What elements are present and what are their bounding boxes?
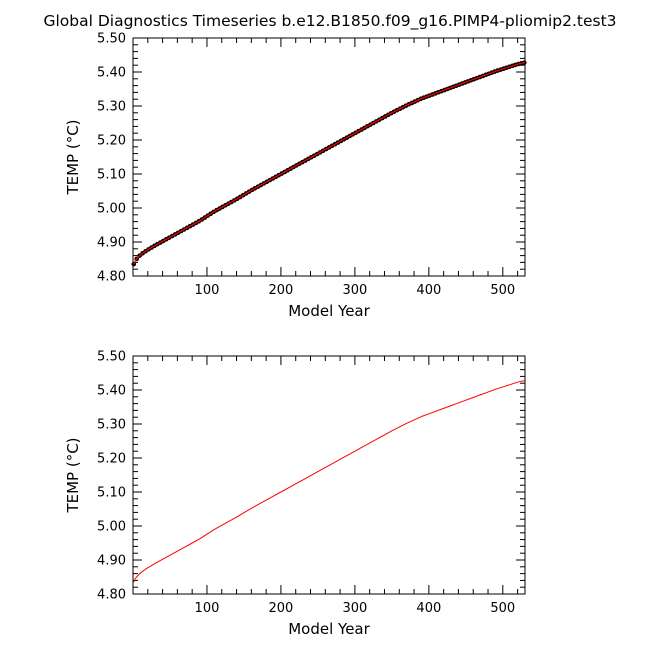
data-point-marker (131, 261, 137, 267)
x-tick-label: 500 (490, 283, 515, 298)
marker-band (131, 60, 527, 267)
y-tick-label: 5.30 (97, 100, 126, 115)
y-tick-label: 5.50 (97, 350, 126, 365)
x-tick-label: 100 (195, 283, 220, 298)
x-tick-label: 200 (269, 601, 294, 616)
plot-frame (132, 37, 526, 277)
series-line (133, 379, 526, 583)
y-tick-label: 4.80 (97, 588, 126, 603)
chart-title: Global Diagnostics Timeseries b.e12.B185… (43, 12, 616, 31)
y-tick-label: 4.90 (97, 554, 126, 569)
x-axis-title: Model Year (288, 620, 370, 638)
x-tick-label: 400 (416, 601, 441, 616)
x-tick-label: 400 (416, 283, 441, 298)
top-panel: 100 200 300 400 500 4.80 4.90 5.00 5.10 5.20 5.30 5… (64, 32, 527, 320)
bottom-panel: 100 200 300 400 500 4.80 4.90 5.00 5.10 5.20 5.30 5… (64, 350, 526, 638)
series-line (133, 61, 526, 265)
y-tick-label: 4.90 (97, 236, 126, 251)
x-axis-title: Model Year (288, 302, 370, 320)
plot-frame (132, 355, 526, 595)
x-tick-label: 500 (490, 601, 515, 616)
x-tick-label: 100 (195, 601, 220, 616)
x-tick-label: 300 (342, 601, 367, 616)
y-tick-label: 5.50 (97, 32, 126, 47)
x-tick-label: 200 (269, 283, 294, 298)
y-tick-label: 4.80 (97, 270, 126, 285)
y-tick-label: 5.10 (97, 168, 126, 183)
y-tick-label: 5.00 (97, 202, 126, 217)
y-tick-label: 5.20 (97, 134, 126, 149)
y-tick-label: 5.40 (97, 384, 126, 399)
y-tick-label: 5.30 (97, 418, 126, 433)
y-tick-label: 5.40 (97, 66, 126, 81)
y-axis-title: TEMP (°C) (64, 437, 82, 513)
y-tick-label: 5.10 (97, 486, 126, 501)
y-tick-label: 5.00 (97, 520, 126, 535)
y-axis-title: TEMP (°C) (64, 119, 82, 195)
x-tick-label: 300 (342, 283, 367, 298)
y-tick-label: 5.20 (97, 452, 126, 467)
